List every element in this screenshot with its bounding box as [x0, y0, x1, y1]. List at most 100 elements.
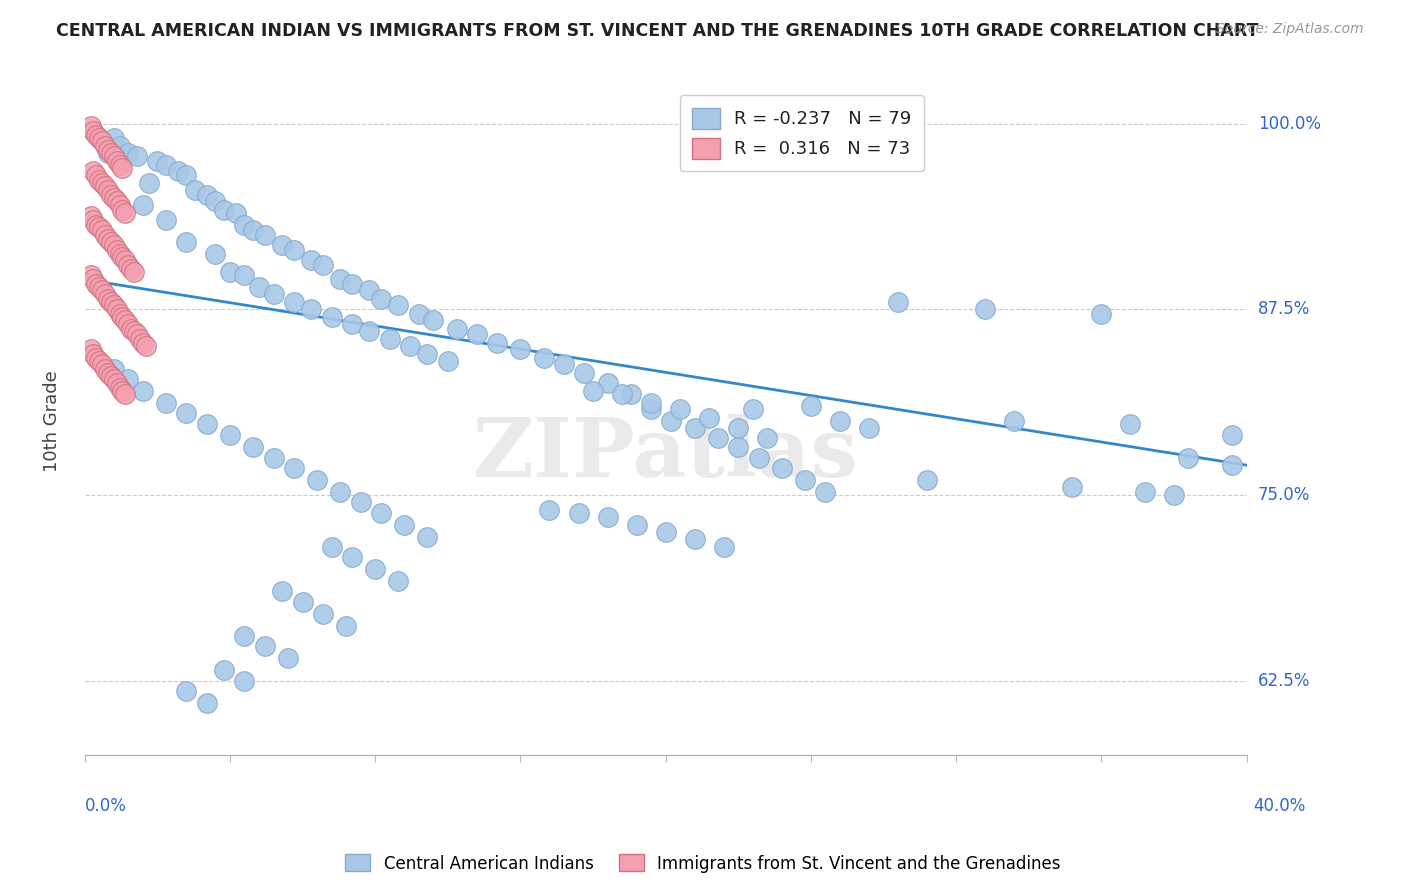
Point: [86, 277, 108, 291]
Point: [312, 258, 335, 272]
Point: [858, 421, 880, 435]
Point: [111, 310, 134, 324]
Point: [387, 298, 409, 312]
Point: [103, 191, 125, 205]
Point: [91, 176, 114, 190]
Point: [364, 562, 387, 576]
Point: [253, 227, 276, 242]
Point: [974, 302, 997, 317]
Point: [155, 396, 177, 410]
Point: [111, 250, 134, 264]
Point: [335, 618, 357, 632]
Point: [97, 232, 120, 246]
Point: [103, 149, 125, 163]
Point: [299, 302, 322, 317]
Point: [94, 361, 117, 376]
Point: [89, 220, 111, 235]
Point: [1090, 307, 1112, 321]
Point: [225, 205, 247, 219]
Point: [271, 584, 294, 599]
Point: [727, 421, 749, 435]
Point: [100, 146, 122, 161]
Point: [620, 387, 643, 401]
Point: [640, 401, 662, 416]
Point: [97, 292, 120, 306]
Point: [233, 673, 256, 688]
Point: [108, 158, 131, 172]
Point: [247, 280, 270, 294]
Point: [1062, 481, 1084, 495]
Point: [233, 218, 256, 232]
Point: [321, 310, 343, 324]
Point: [105, 302, 128, 317]
Point: [538, 502, 561, 516]
Point: [533, 351, 555, 366]
Point: [117, 146, 139, 161]
Point: [97, 143, 120, 157]
Point: [176, 406, 198, 420]
Point: [100, 187, 122, 202]
Point: [814, 484, 837, 499]
Point: [399, 339, 422, 353]
Point: [741, 401, 763, 416]
Point: [135, 339, 157, 353]
Point: [416, 529, 439, 543]
Point: [574, 366, 596, 380]
Text: 100.0%: 100.0%: [1258, 114, 1320, 133]
Point: [97, 146, 120, 161]
Point: [263, 450, 285, 465]
Point: [387, 574, 409, 588]
Text: Source: ZipAtlas.com: Source: ZipAtlas.com: [1216, 22, 1364, 37]
Point: [91, 134, 114, 148]
Point: [683, 533, 706, 547]
Point: [756, 432, 779, 446]
Text: 62.5%: 62.5%: [1258, 672, 1310, 690]
Point: [610, 387, 633, 401]
Point: [103, 131, 125, 145]
Point: [111, 161, 134, 175]
Point: [422, 312, 444, 326]
Point: [828, 414, 851, 428]
Text: 75.0%: 75.0%: [1258, 486, 1310, 504]
Point: [125, 327, 148, 342]
Point: [89, 131, 111, 145]
Point: [103, 298, 125, 312]
Point: [105, 243, 128, 257]
Point: [370, 506, 392, 520]
Y-axis label: 10th Grade: 10th Grade: [44, 370, 60, 472]
Point: [486, 336, 509, 351]
Point: [100, 369, 122, 384]
Point: [108, 138, 131, 153]
Point: [155, 158, 177, 172]
Point: [416, 347, 439, 361]
Legend: Central American Indians, Immigrants from St. Vincent and the Grenadines: Central American Indians, Immigrants fro…: [339, 847, 1067, 880]
Point: [89, 173, 111, 187]
Point: [770, 461, 793, 475]
Point: [748, 450, 770, 465]
Point: [108, 198, 131, 212]
Point: [253, 640, 276, 654]
Point: [114, 312, 136, 326]
Point: [582, 384, 605, 398]
Legend: R = -0.237   N = 79, R =  0.316   N = 73: R = -0.237 N = 79, R = 0.316 N = 73: [681, 95, 924, 171]
Point: [1220, 458, 1243, 473]
Point: [1002, 414, 1025, 428]
Point: [437, 354, 460, 368]
Point: [120, 321, 142, 335]
Point: [727, 441, 749, 455]
Point: [114, 387, 136, 401]
Point: [155, 213, 177, 227]
Point: [82, 347, 104, 361]
Point: [1163, 488, 1185, 502]
Point: [89, 280, 111, 294]
Point: [1119, 417, 1142, 431]
Point: [103, 361, 125, 376]
Point: [184, 183, 207, 197]
Point: [340, 277, 363, 291]
Point: [654, 524, 676, 539]
Point: [94, 287, 117, 301]
Point: [105, 153, 128, 168]
Point: [359, 325, 381, 339]
Point: [299, 253, 322, 268]
Point: [329, 484, 352, 499]
